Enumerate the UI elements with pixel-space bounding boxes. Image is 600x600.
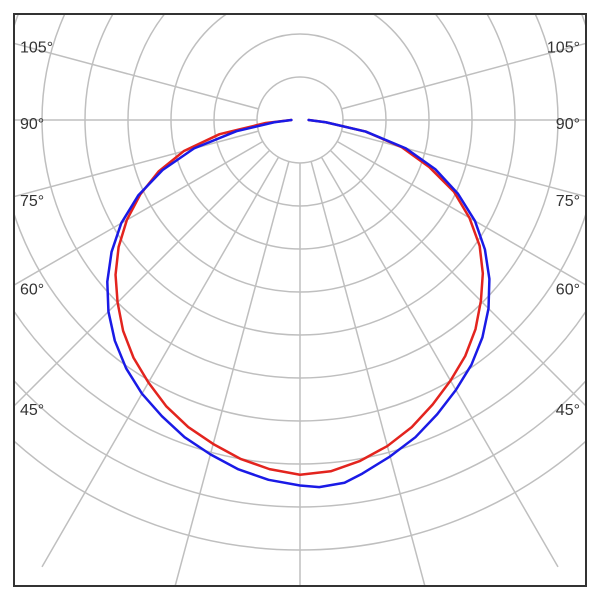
angle-label: 90° [556, 116, 580, 133]
angle-label: 105° [20, 40, 53, 57]
angle-label: 60° [556, 281, 580, 298]
angle-label: 90° [20, 116, 44, 133]
angle-label: 75° [20, 193, 44, 210]
angle-label: 45° [20, 402, 44, 419]
chart-svg: 105°90°75°60°45°30°15°0°15°30°45°60°75°9… [0, 0, 600, 600]
angle-label: 105° [547, 40, 580, 57]
angle-label: 60° [20, 281, 44, 298]
polar-chart: 105°90°75°60°45°30°15°0°15°30°45°60°75°9… [0, 0, 600, 600]
angle-label: 75° [556, 193, 580, 210]
angle-label: 45° [556, 402, 580, 419]
